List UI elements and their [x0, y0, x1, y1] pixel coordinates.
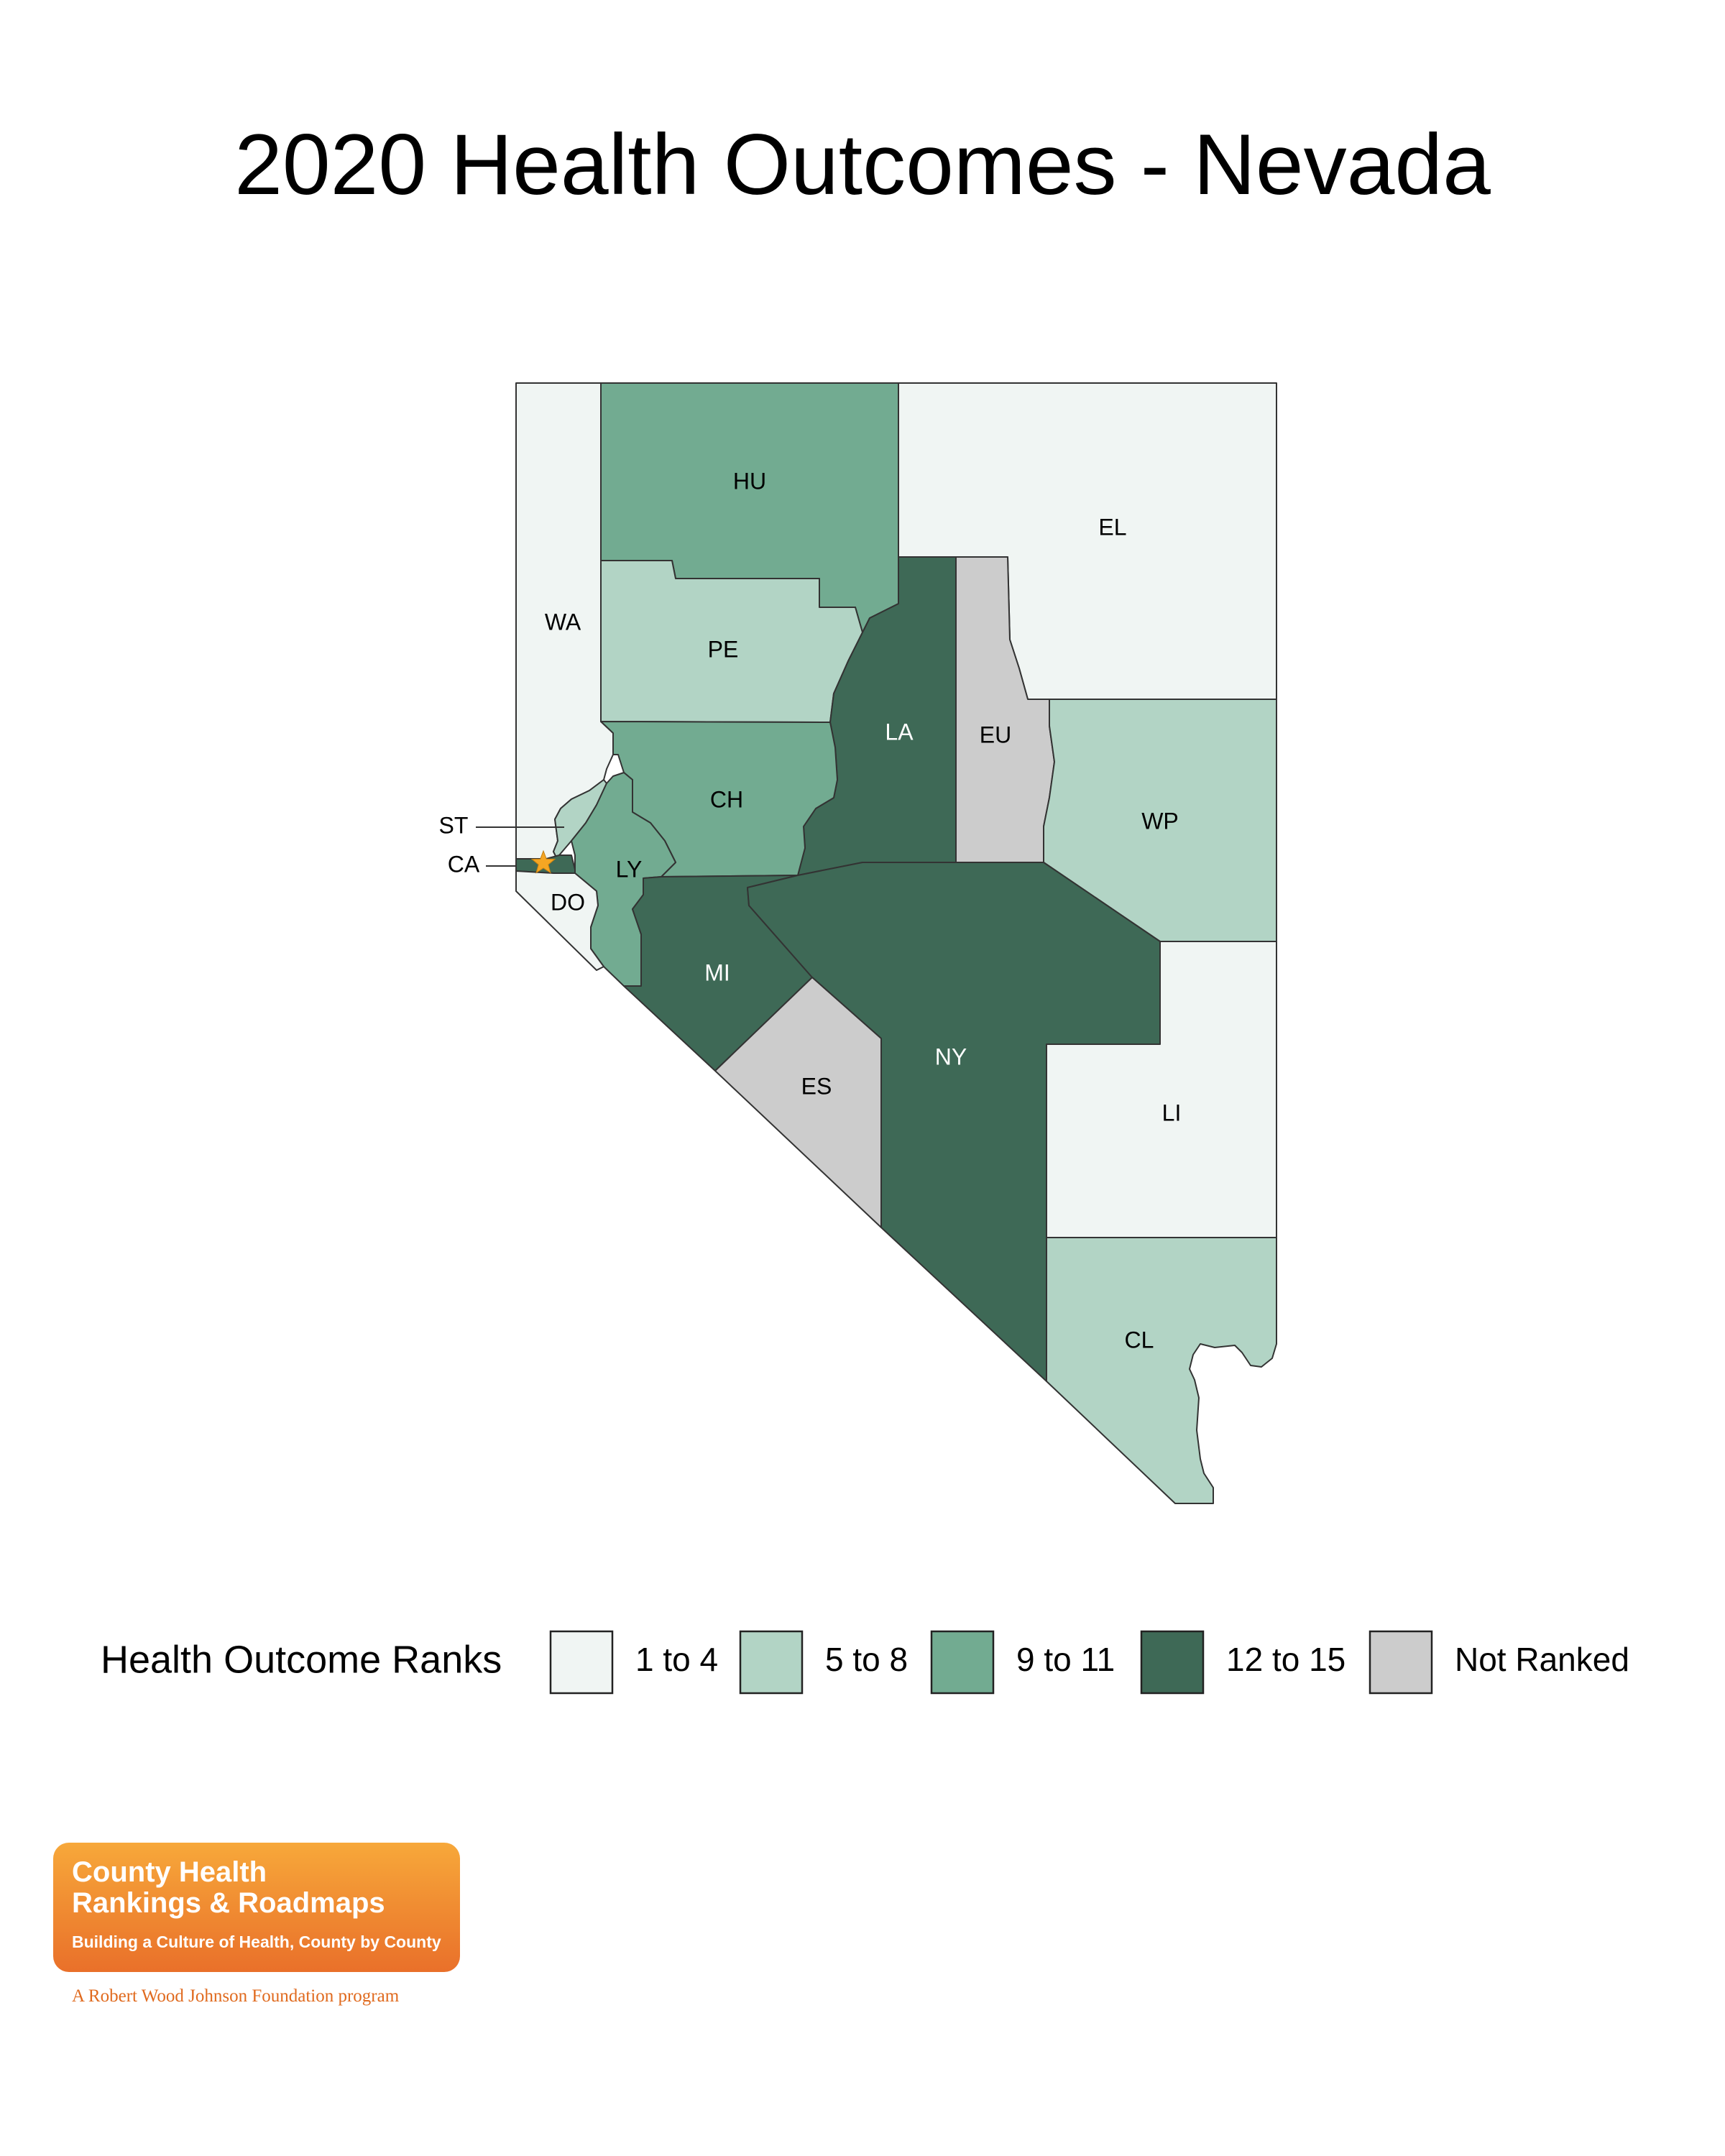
- legend-title: Health Outcome Ranks: [101, 1638, 502, 1681]
- legend-label-12-to-15: 12 to 15: [1226, 1641, 1346, 1678]
- county-label-LA: LA: [885, 719, 914, 745]
- legend-swatch-not-ranked: [1368, 1630, 1433, 1695]
- county-map: [515, 382, 1277, 1504]
- county-label-ST: ST: [439, 812, 469, 838]
- legend-label-not-ranked: Not Ranked: [1455, 1641, 1629, 1678]
- county-DO[interactable]: [515, 870, 604, 971]
- legend: Health Outcome Ranks 1 to 4 5 to 8 9 to …: [101, 1630, 1629, 1695]
- state-capital-star-icon: [530, 849, 556, 874]
- leader-lines: [476, 826, 564, 867]
- legend-swatch-12-to-15: [1140, 1630, 1205, 1695]
- county-label-MI: MI: [704, 959, 730, 985]
- county-label-HU: HU: [733, 468, 766, 494]
- logo-footer: A Robert Wood Johnson Foundation program: [72, 1986, 400, 2006]
- legend-label-9-to-11: 9 to 11: [1016, 1641, 1115, 1678]
- county-label-PE: PE: [708, 636, 739, 662]
- county-CL[interactable]: [1046, 1237, 1277, 1504]
- county-label-DO: DO: [551, 889, 585, 915]
- legend-label-5-to-8: 5 to 8: [825, 1641, 908, 1678]
- legend-label-1-to-4: 1 to 4: [635, 1641, 718, 1678]
- county-label-NY: NY: [935, 1044, 967, 1069]
- county-label-WA: WA: [545, 609, 581, 635]
- legend-swatch-1-to-4: [549, 1630, 614, 1695]
- county-ST[interactable]: [553, 779, 607, 860]
- legend-swatch-5-to-8: [739, 1630, 804, 1695]
- logo-line-2: Rankings & Roadmaps: [72, 1887, 385, 1919]
- chrr-logo: County Health Rankings & Roadmaps Buildi…: [53, 1843, 460, 2006]
- county-label-CA: CA: [448, 851, 480, 877]
- county-label-EL: EL: [1098, 514, 1126, 540]
- county-labels: WA HU EL PE LA EU WP CH ST CA LY DO MI N…: [439, 468, 1182, 1353]
- county-label-EU: EU: [980, 722, 1011, 747]
- map-title: 2020 Health Outcomes - Nevada: [234, 116, 1491, 213]
- county-label-CH: CH: [710, 786, 743, 812]
- chrr-logo-badge: [53, 1843, 460, 1972]
- logo-line-1: County Health: [72, 1856, 267, 1888]
- county-label-ES: ES: [801, 1073, 832, 1099]
- county-label-CL: CL: [1125, 1327, 1154, 1353]
- logo-tagline: Building a Culture of Health, County by …: [72, 1932, 441, 1951]
- county-label-LI: LI: [1162, 1100, 1182, 1125]
- county-ES[interactable]: [714, 977, 882, 1228]
- county-label-WP: WP: [1141, 808, 1179, 834]
- legend-swatch-9-to-11: [930, 1630, 995, 1695]
- county-label-LY: LY: [616, 856, 643, 882]
- county-WP[interactable]: [1043, 699, 1277, 942]
